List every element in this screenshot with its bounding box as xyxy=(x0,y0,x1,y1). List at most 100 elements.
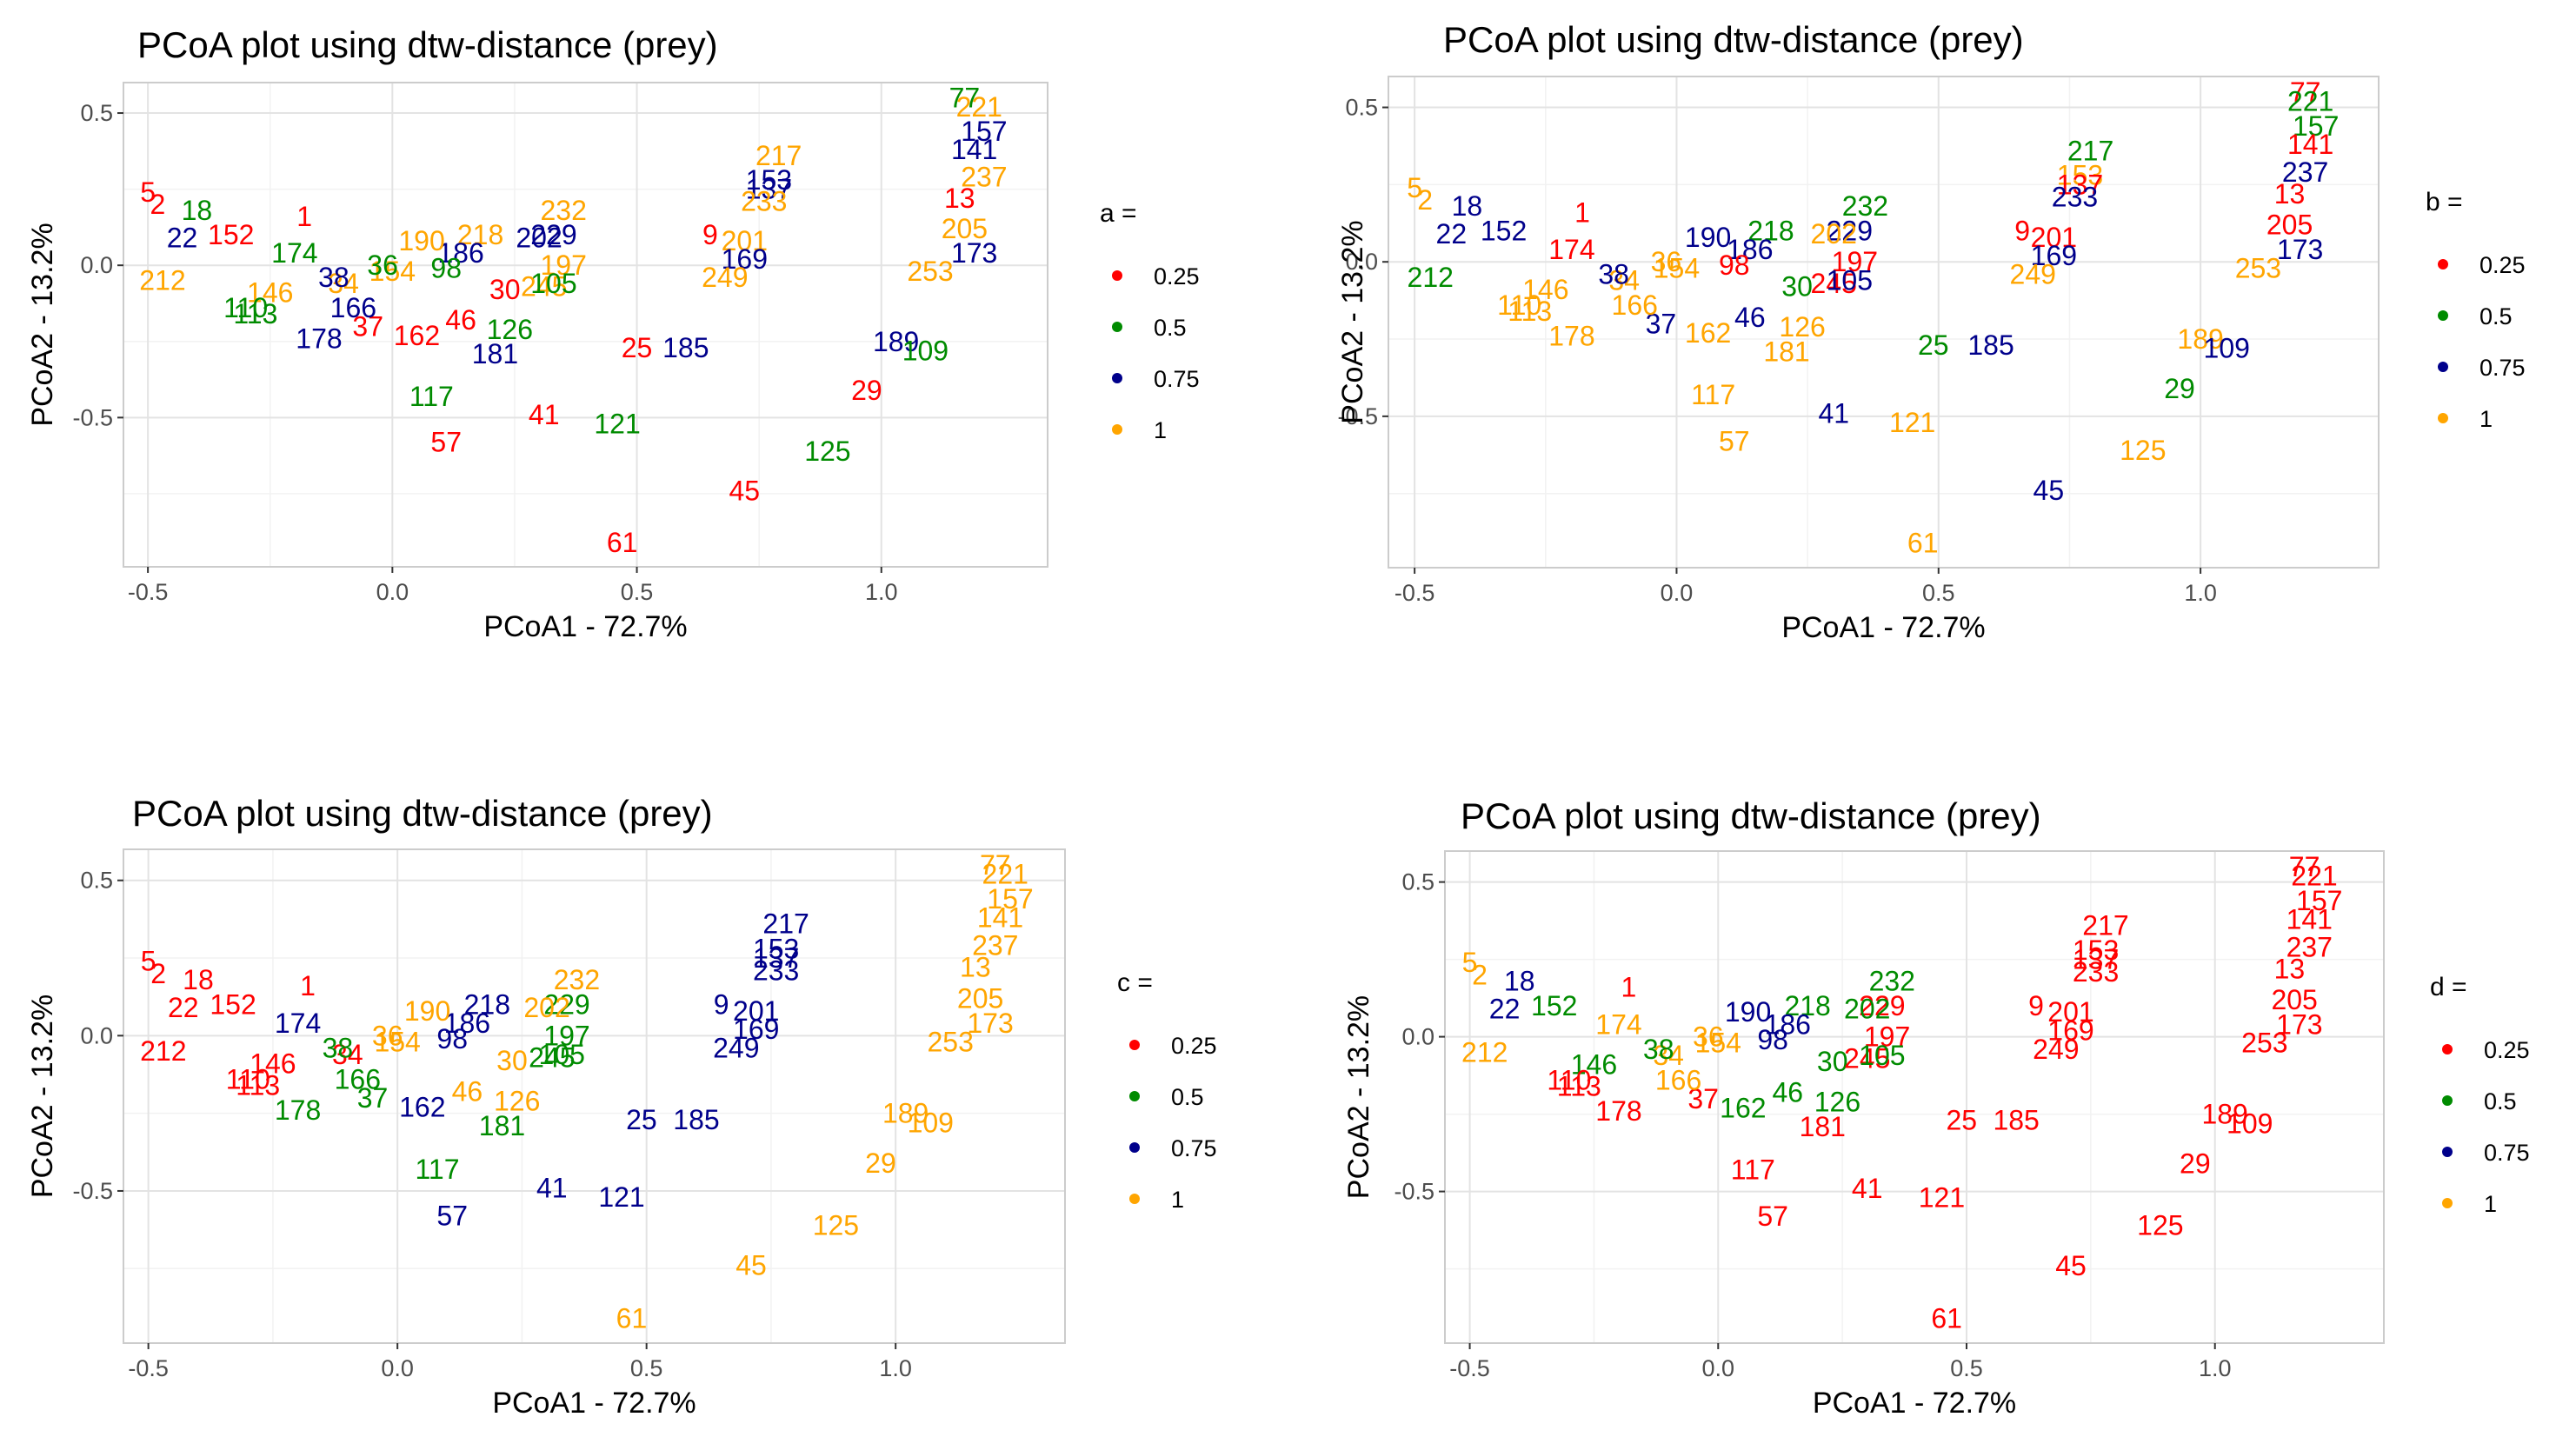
legend-key-dot xyxy=(1129,1091,1140,1101)
point-label-121: 121 xyxy=(598,1181,644,1213)
y-tick-label: -0.5 xyxy=(72,1178,113,1204)
point-label-253: 253 xyxy=(928,1026,974,1057)
point-label-1: 1 xyxy=(296,201,312,232)
point-label-202: 202 xyxy=(523,992,569,1023)
point-label-189: 189 xyxy=(2201,1099,2247,1130)
x-tick-label: -0.5 xyxy=(128,579,169,605)
point-label-169: 169 xyxy=(2047,1015,2093,1046)
y-tick-label: 0.5 xyxy=(1401,869,1434,895)
x-tick-label: 1.0 xyxy=(865,579,898,605)
point-label-166: 166 xyxy=(335,1063,381,1094)
legend-key-dot xyxy=(2438,413,2448,423)
legend-title: a = xyxy=(1100,199,1137,228)
point-label-30: 30 xyxy=(1781,271,1813,303)
point-label-229: 229 xyxy=(1859,990,1905,1021)
x-tick-label: 0.0 xyxy=(376,579,409,605)
point-label-18: 18 xyxy=(183,964,214,995)
point-label-105: 105 xyxy=(1827,265,1873,296)
point-label-121: 121 xyxy=(594,408,640,439)
y-tick-label: 0.0 xyxy=(1401,1024,1434,1050)
legend-label: 0.25 xyxy=(2484,1037,2530,1063)
point-label-205: 205 xyxy=(2266,210,2313,241)
point-label-5: 5 xyxy=(140,176,156,208)
point-label-202: 202 xyxy=(516,223,562,254)
point-label-57: 57 xyxy=(1757,1201,1788,1232)
point-label-18: 18 xyxy=(1504,966,1535,997)
point-label-25: 25 xyxy=(626,1104,657,1135)
point-label-109: 109 xyxy=(2204,333,2250,364)
y-tick-label: 0.0 xyxy=(80,1022,113,1048)
point-label-232: 232 xyxy=(540,195,586,226)
point-label-186: 186 xyxy=(1727,234,1773,265)
point-label-126: 126 xyxy=(494,1085,540,1116)
legend-label: 0.75 xyxy=(1171,1135,1217,1161)
x-tick-label: 1.0 xyxy=(2199,1355,2232,1381)
point-label-105: 105 xyxy=(1859,1040,1905,1071)
legend-label: 1 xyxy=(2484,1191,2497,1217)
legend-key-dot xyxy=(1129,1194,1140,1204)
chart-panel-4: -0.5 0.0 0.5 1.0 0.5 0.0 -0.5 PCoA plot using d… xyxy=(1342,795,2530,1420)
chart-panel-1: -0.5 0.0 0.5 1.0 0.5 0.0 -0.5 PCoA plot using d… xyxy=(26,24,1200,643)
point-label-169: 169 xyxy=(733,1014,779,1045)
point-label-22: 22 xyxy=(167,223,198,254)
point-label-237: 237 xyxy=(961,162,1007,193)
point-label-245: 245 xyxy=(529,1041,575,1073)
panel-border xyxy=(123,82,1048,568)
point-label-173: 173 xyxy=(951,237,997,269)
point-label-77: 77 xyxy=(980,849,1011,881)
legend-label: 0.5 xyxy=(1154,315,1187,341)
legend: b = 0.25 0.5 0.75 1 xyxy=(2426,188,2526,432)
point-label-13: 13 xyxy=(2274,178,2306,210)
point-label-217: 217 xyxy=(2082,909,2128,941)
point-label-137: 137 xyxy=(2057,169,2103,200)
point-label-46: 46 xyxy=(445,304,476,336)
point-label-201: 201 xyxy=(2047,996,2093,1028)
point-label-105: 105 xyxy=(530,268,576,299)
panel-border xyxy=(1444,850,2385,1344)
point-label-190: 190 xyxy=(398,225,444,256)
point-label-178: 178 xyxy=(296,323,342,354)
point-label-249: 249 xyxy=(2010,258,2056,289)
point-label-61: 61 xyxy=(616,1302,648,1334)
point-label-190: 190 xyxy=(1685,222,1731,253)
point-label-173: 173 xyxy=(967,1008,1013,1039)
point-label-109: 109 xyxy=(908,1107,954,1138)
legend-label: 0.75 xyxy=(2479,355,2526,381)
point-label-245: 245 xyxy=(1844,1043,1890,1074)
point-label-29: 29 xyxy=(851,375,882,406)
x-axis-label: PCoA1 - 72.7% xyxy=(1813,1387,2016,1420)
point-label-29: 29 xyxy=(2180,1148,2211,1180)
point-label-125: 125 xyxy=(804,436,850,467)
point-label-113: 113 xyxy=(1557,1071,1601,1102)
point-label-202: 202 xyxy=(1844,994,1890,1025)
point-label-202: 202 xyxy=(1811,218,1857,249)
legend-label: 0.25 xyxy=(1171,1033,1217,1059)
point-label-141: 141 xyxy=(951,134,997,165)
legend-key-dot xyxy=(2438,259,2448,269)
point-label-152: 152 xyxy=(210,989,256,1021)
point-label-212: 212 xyxy=(140,1035,186,1067)
point-label-41: 41 xyxy=(529,399,560,430)
x-tick-label: 0.5 xyxy=(1950,1355,1983,1381)
point-label-137: 137 xyxy=(753,942,799,974)
point-label-36: 36 xyxy=(367,249,398,281)
point-label-233: 233 xyxy=(753,955,799,986)
point-label-37: 37 xyxy=(357,1082,389,1114)
x-tick-label: 0.5 xyxy=(1922,580,1955,606)
point-label-141: 141 xyxy=(2287,129,2333,160)
point-label-121: 121 xyxy=(1919,1182,1965,1214)
point-label-125: 125 xyxy=(2137,1210,2183,1241)
point-label-113: 113 xyxy=(236,1069,280,1101)
point-label-221: 221 xyxy=(982,859,1028,890)
legend-title: d = xyxy=(2430,973,2467,1001)
legend-label: 0.75 xyxy=(1154,366,1200,392)
x-axis-label: PCoA1 - 72.7% xyxy=(483,610,687,643)
point-label-162: 162 xyxy=(394,320,440,351)
point-label-201: 201 xyxy=(2031,222,2077,253)
y-tick-label: -0.5 xyxy=(1337,403,1378,429)
point-label-186: 186 xyxy=(444,1008,490,1039)
panel-border xyxy=(123,848,1066,1344)
point-label-98: 98 xyxy=(430,253,462,284)
y-tick-label: -0.5 xyxy=(1394,1179,1434,1205)
